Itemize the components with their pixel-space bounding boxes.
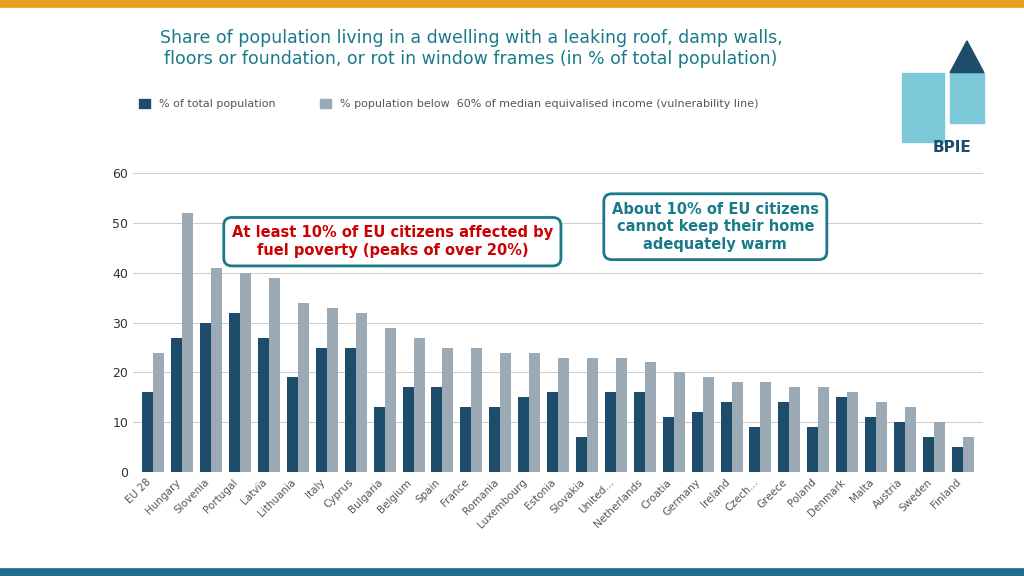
Bar xyxy=(287,377,298,472)
Bar xyxy=(374,407,385,472)
Bar xyxy=(442,347,454,472)
Bar xyxy=(952,448,963,472)
Bar xyxy=(240,272,251,472)
Legend: % of total population, % population below  60% of median equivalised income (vul: % of total population, % population belo… xyxy=(134,94,763,114)
Polygon shape xyxy=(950,41,984,73)
Bar xyxy=(461,407,471,472)
Bar xyxy=(721,403,731,472)
Bar xyxy=(258,338,269,472)
Bar xyxy=(674,373,685,472)
Bar xyxy=(200,323,211,472)
Bar xyxy=(615,358,627,472)
Bar xyxy=(778,403,790,472)
Text: Share of population living in a dwelling with a leaking roof, damp walls,
floors: Share of population living in a dwelling… xyxy=(160,29,782,67)
Text: BPIE: BPIE xyxy=(933,140,972,155)
Bar xyxy=(837,397,847,472)
Bar xyxy=(847,392,858,472)
Bar xyxy=(790,388,801,472)
Bar xyxy=(963,437,974,472)
Bar xyxy=(518,397,529,472)
Bar xyxy=(691,412,702,472)
Bar xyxy=(663,418,674,472)
Bar xyxy=(269,278,280,472)
Bar xyxy=(402,388,414,472)
Bar xyxy=(558,358,569,472)
Bar xyxy=(414,338,425,472)
Bar xyxy=(901,73,944,142)
Bar xyxy=(142,392,154,472)
Bar xyxy=(529,353,540,472)
Bar xyxy=(605,392,615,472)
Text: At least 10% of EU citizens affected by
fuel poverty (peaks of over 20%): At least 10% of EU citizens affected by … xyxy=(231,225,553,258)
Bar xyxy=(865,418,877,472)
Bar xyxy=(547,392,558,472)
Bar xyxy=(345,347,355,472)
Bar xyxy=(355,313,367,472)
Bar xyxy=(298,302,309,472)
Bar xyxy=(750,427,761,472)
Bar xyxy=(385,328,395,472)
Bar xyxy=(501,353,511,472)
Bar xyxy=(761,382,771,472)
Bar xyxy=(315,347,327,472)
Bar xyxy=(471,347,482,472)
Bar xyxy=(923,437,934,472)
Bar xyxy=(807,427,818,472)
Bar xyxy=(818,388,829,472)
Bar xyxy=(731,382,742,472)
Bar xyxy=(877,403,887,472)
Bar xyxy=(229,313,240,472)
Bar xyxy=(905,407,916,472)
Text: About 10% of EU citizens
cannot keep their home
adequately warm: About 10% of EU citizens cannot keep the… xyxy=(611,202,819,252)
Bar xyxy=(154,353,164,472)
Bar xyxy=(934,422,945,472)
Bar xyxy=(211,268,222,472)
Bar xyxy=(489,407,501,472)
Bar xyxy=(577,437,587,472)
Bar xyxy=(587,358,598,472)
Bar xyxy=(950,73,984,123)
Bar xyxy=(182,213,194,472)
Bar xyxy=(702,377,714,472)
Bar xyxy=(634,392,645,472)
Bar xyxy=(645,362,655,472)
Bar xyxy=(171,338,182,472)
Bar xyxy=(431,388,442,472)
Bar xyxy=(894,422,905,472)
Bar xyxy=(327,308,338,472)
